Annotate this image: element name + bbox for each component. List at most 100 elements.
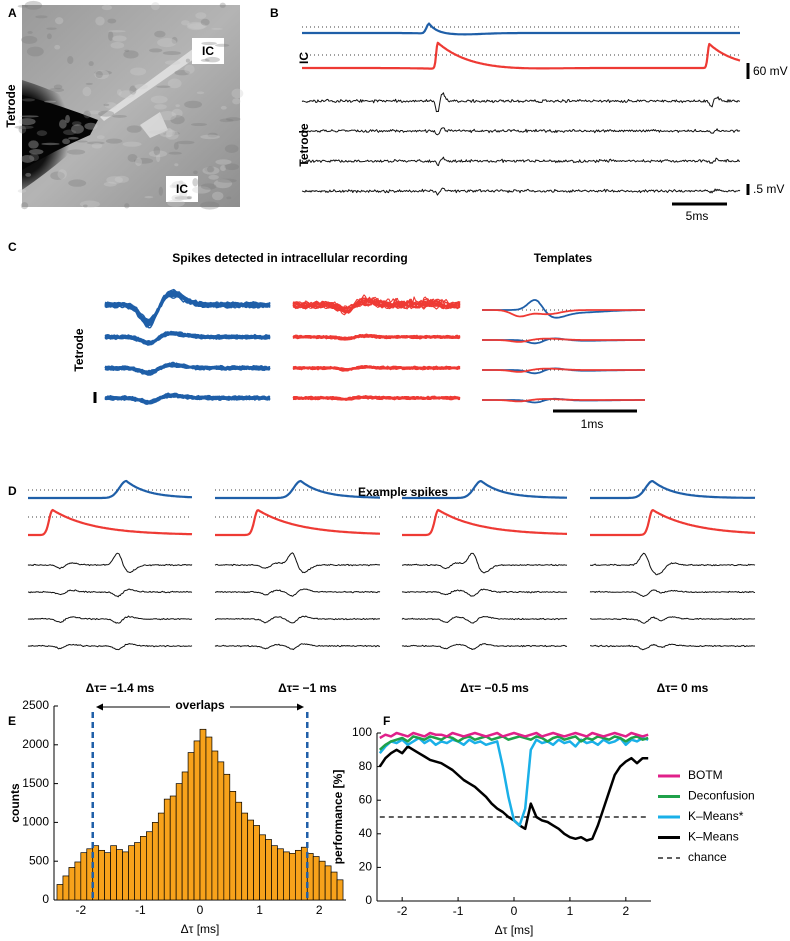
texture — [54, 44, 61, 50]
ic-label: IC — [202, 44, 214, 58]
texture — [215, 159, 232, 165]
texture — [171, 194, 185, 202]
tetrode-trace — [214, 552, 380, 574]
texture — [162, 131, 180, 136]
texture — [181, 20, 190, 26]
tetrode-trace — [589, 643, 755, 651]
tetrode-trace — [27, 643, 193, 651]
y-tick-label: 2000 — [22, 737, 49, 751]
texture — [158, 110, 177, 121]
spike-overlay-blue — [104, 290, 271, 326]
texture — [168, 151, 182, 155]
texture — [130, 67, 147, 76]
texture — [200, 134, 220, 140]
texture — [200, 18, 210, 26]
x-tick-label: -1 — [135, 903, 146, 917]
texture — [104, 102, 117, 109]
texture — [129, 85, 137, 95]
texture — [14, 125, 34, 129]
texture — [219, 2, 226, 8]
texture — [200, 201, 220, 210]
texture — [176, 140, 195, 145]
texture — [171, 108, 183, 118]
template-red — [482, 367, 645, 373]
texture — [173, 142, 179, 150]
texture — [159, 128, 175, 138]
texture — [124, 49, 130, 52]
series-line — [379, 731, 649, 740]
y-tick-label: 100 — [352, 725, 372, 739]
panel-letter: B — [270, 6, 279, 20]
texture — [54, 17, 64, 25]
texture — [88, 61, 94, 67]
texture — [193, 170, 198, 175]
y-tick-label: 1500 — [22, 776, 49, 790]
texture — [202, 166, 220, 175]
bar — [128, 845, 135, 901]
texture — [94, 70, 112, 76]
texture — [65, 114, 70, 124]
bar — [294, 849, 302, 901]
texture — [85, 82, 93, 85]
texture — [110, 42, 125, 49]
texture — [80, 200, 100, 208]
texture — [63, 129, 77, 136]
bar — [312, 856, 320, 901]
texture — [76, 140, 88, 143]
texture — [149, 48, 163, 53]
bar — [68, 867, 76, 901]
texture — [212, 191, 224, 201]
texture — [59, 119, 67, 129]
texture — [112, 115, 127, 118]
panel-letter: C — [8, 240, 17, 254]
bar — [336, 879, 344, 901]
tetrode-trace — [214, 615, 381, 624]
x-tick-label: 1 — [256, 903, 263, 917]
texture — [118, 90, 136, 99]
texture — [196, 91, 205, 95]
texture — [22, 98, 35, 102]
tetrode-label: Tetrode — [4, 84, 18, 127]
texture — [174, 163, 179, 167]
x-axis-label: Δτ [ms] — [181, 922, 220, 936]
bar — [169, 795, 177, 901]
texture — [36, 130, 48, 136]
bar — [283, 851, 290, 901]
texture — [192, 186, 211, 194]
bar — [175, 783, 183, 901]
texture — [123, 50, 139, 59]
bar — [74, 861, 82, 901]
texture — [184, 100, 203, 109]
y-tick-label: 1000 — [22, 815, 49, 829]
texture — [153, 146, 161, 156]
texture — [68, 179, 87, 187]
bar — [110, 845, 117, 901]
tetrode-trace — [401, 552, 568, 574]
texture — [184, 64, 195, 74]
tetrode-trace — [401, 588, 568, 597]
texture — [95, 71, 103, 79]
y-tick-label: 2500 — [22, 698, 49, 712]
texture — [166, 127, 173, 138]
texture — [25, 172, 32, 177]
texture — [17, 4, 29, 8]
x-tick-label: -2 — [397, 904, 408, 918]
texture — [101, 4, 113, 11]
ic-trace-blue — [589, 480, 756, 500]
texture — [28, 140, 39, 149]
texture — [195, 12, 207, 19]
texture — [211, 27, 223, 30]
spike-overlay-red — [292, 365, 461, 371]
texture — [19, 115, 39, 118]
texture — [107, 18, 117, 24]
texture — [171, 36, 178, 44]
texture — [200, 58, 210, 62]
tetrode-trace — [301, 127, 741, 136]
bar — [330, 871, 338, 901]
texture — [84, 122, 98, 130]
texture — [86, 141, 105, 145]
spike-overlay-red — [293, 335, 461, 340]
ic-trace-red — [301, 41, 741, 70]
spike-overlay-blue — [104, 331, 271, 345]
texture — [204, 56, 220, 63]
